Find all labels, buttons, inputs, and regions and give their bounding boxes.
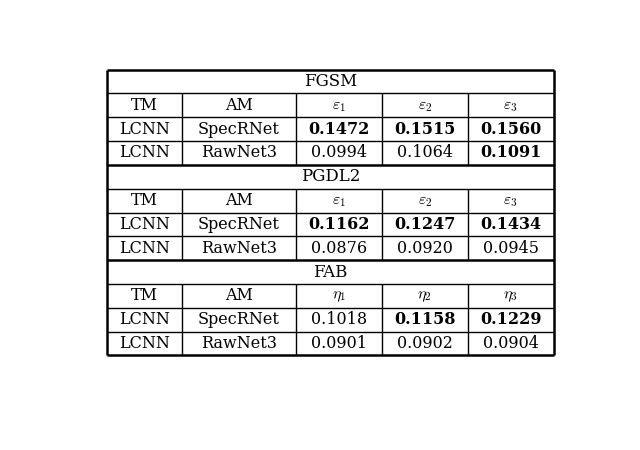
Text: 0.1434: 0.1434 (480, 216, 541, 233)
Text: RawNet3: RawNet3 (201, 240, 277, 257)
Text: RawNet3: RawNet3 (201, 144, 277, 162)
Text: AM: AM (225, 97, 253, 114)
Text: SpecRNet: SpecRNet (198, 216, 280, 233)
Text: AM: AM (225, 192, 253, 209)
Text: LCNN: LCNN (119, 240, 170, 257)
Text: FGSM: FGSM (304, 73, 357, 90)
Text: LCNN: LCNN (119, 144, 170, 162)
Text: SpecRNet: SpecRNet (198, 311, 280, 328)
Text: 0.0920: 0.0920 (397, 240, 453, 257)
Text: $\varepsilon_1$: $\varepsilon_1$ (332, 97, 346, 114)
Text: 0.0901: 0.0901 (311, 335, 367, 352)
Text: LCNN: LCNN (119, 311, 170, 328)
Text: TM: TM (131, 97, 158, 114)
Text: 0.0904: 0.0904 (483, 335, 539, 352)
Text: 0.1162: 0.1162 (308, 216, 370, 233)
Text: $\eta_2$: $\eta_2$ (417, 288, 433, 304)
Text: 0.1472: 0.1472 (308, 121, 370, 138)
Text: $\eta_1$: $\eta_1$ (332, 288, 346, 304)
Text: 0.1158: 0.1158 (394, 311, 456, 328)
Text: 0.1515: 0.1515 (394, 121, 456, 138)
Text: 0.0876: 0.0876 (311, 240, 367, 257)
Text: $\varepsilon_3$: $\varepsilon_3$ (504, 97, 518, 114)
Text: AM: AM (225, 288, 253, 304)
Text: SpecRNet: SpecRNet (198, 121, 280, 138)
Text: TM: TM (131, 288, 158, 304)
Text: 0.1247: 0.1247 (394, 216, 456, 233)
Text: LCNN: LCNN (119, 121, 170, 138)
Text: $\varepsilon_2$: $\varepsilon_2$ (418, 192, 432, 209)
Text: LCNN: LCNN (119, 335, 170, 352)
Text: FAB: FAB (314, 264, 348, 281)
Text: $\eta_3$: $\eta_3$ (503, 288, 518, 304)
Text: 0.0902: 0.0902 (397, 335, 453, 352)
Text: 0.1091: 0.1091 (480, 144, 541, 162)
Text: $\varepsilon_3$: $\varepsilon_3$ (504, 192, 518, 209)
Text: 0.1560: 0.1560 (480, 121, 541, 138)
Text: 0.0945: 0.0945 (483, 240, 539, 257)
Text: 0.0994: 0.0994 (311, 144, 367, 162)
Text: PGDL2: PGDL2 (301, 168, 360, 185)
Text: $\varepsilon_1$: $\varepsilon_1$ (332, 192, 346, 209)
Text: $\varepsilon_2$: $\varepsilon_2$ (418, 97, 432, 114)
Text: 0.1018: 0.1018 (311, 311, 367, 328)
Text: 0.1064: 0.1064 (397, 144, 453, 162)
Text: TM: TM (131, 192, 158, 209)
Text: RawNet3: RawNet3 (201, 335, 277, 352)
Text: LCNN: LCNN (119, 216, 170, 233)
Text: 0.1229: 0.1229 (480, 311, 541, 328)
